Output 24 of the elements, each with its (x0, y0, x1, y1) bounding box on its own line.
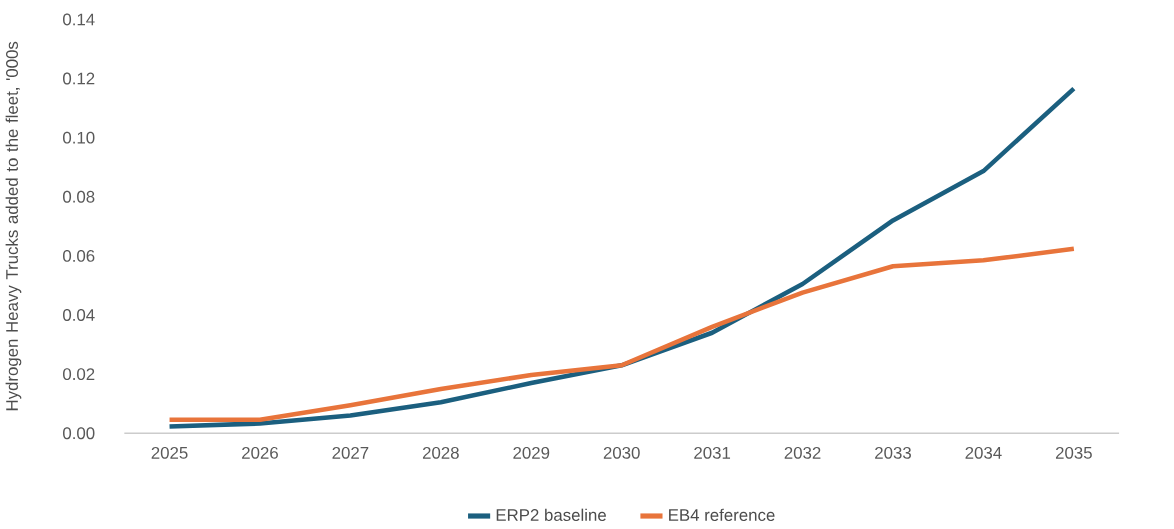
y-tick-label: 0.02 (63, 368, 95, 381)
y-tick-label: 0.12 (63, 72, 95, 85)
legend-label: EB4 reference (669, 508, 775, 522)
x-tick-label: 2027 (332, 447, 369, 460)
y-tick-label: 0.10 (63, 131, 95, 144)
y-tick-label: 0.08 (63, 191, 95, 203)
x-tick-label: 2034 (965, 447, 1002, 460)
y-tick-label: 0.14 (63, 13, 95, 26)
line-series (167, 86, 1077, 429)
x-tick-label: 2031 (694, 447, 731, 460)
x-tick-label: 2030 (603, 447, 640, 460)
x-tick-label: 2025 (151, 447, 188, 460)
y-tick-label: 0.04 (63, 309, 95, 322)
x-tick-label: 2033 (875, 447, 911, 460)
line-series (167, 246, 1077, 423)
y-tick-label: 0.06 (63, 250, 95, 263)
x-tick-label: 2032 (784, 447, 821, 460)
x-tick-label: 2028 (422, 447, 459, 460)
x-tick-label: 2035 (1055, 447, 1092, 460)
legend-label: ERP2 baseline (496, 508, 606, 522)
x-tick-label: 2029 (513, 447, 550, 460)
y-axis-title: Hydrogen Heavy Trucks added to the fleet, '000s (5, 42, 22, 411)
x-tick-label: 2026 (242, 447, 278, 460)
y-tick-label: 0.00 (63, 427, 95, 440)
